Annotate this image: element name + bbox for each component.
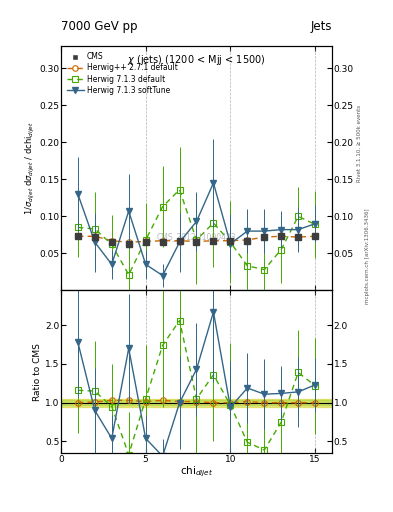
X-axis label: chi$_{dijet}$: chi$_{dijet}$: [180, 465, 213, 479]
Bar: [61, 399, 332, 407]
Y-axis label: 1/$\sigma_{dijet}$ d$\sigma_{dijet}$ / dchi$_{dijet}$: 1/$\sigma_{dijet}$ d$\sigma_{dijet}$ / d…: [24, 121, 37, 215]
Bar: [61, 400, 332, 405]
Text: CMS_2012_I1090423: CMS_2012_I1090423: [157, 232, 236, 241]
Text: Rivet 3.1.10, ≥ 500k events: Rivet 3.1.10, ≥ 500k events: [357, 105, 362, 182]
Y-axis label: Ratio to CMS: Ratio to CMS: [33, 343, 42, 401]
Text: Jets: Jets: [310, 20, 332, 33]
Legend: CMS, Herwig++ 2.7.1 default, Herwig 7.1.3 default, Herwig 7.1.3 softTune: CMS, Herwig++ 2.7.1 default, Herwig 7.1.…: [65, 50, 180, 97]
Text: $\chi$ (jets) (1200 < Mjj < 1500): $\chi$ (jets) (1200 < Mjj < 1500): [127, 53, 266, 68]
Text: mcplots.cern.ch [arXiv:1306.3436]: mcplots.cern.ch [arXiv:1306.3436]: [365, 208, 371, 304]
Text: 7000 GeV pp: 7000 GeV pp: [61, 20, 138, 33]
